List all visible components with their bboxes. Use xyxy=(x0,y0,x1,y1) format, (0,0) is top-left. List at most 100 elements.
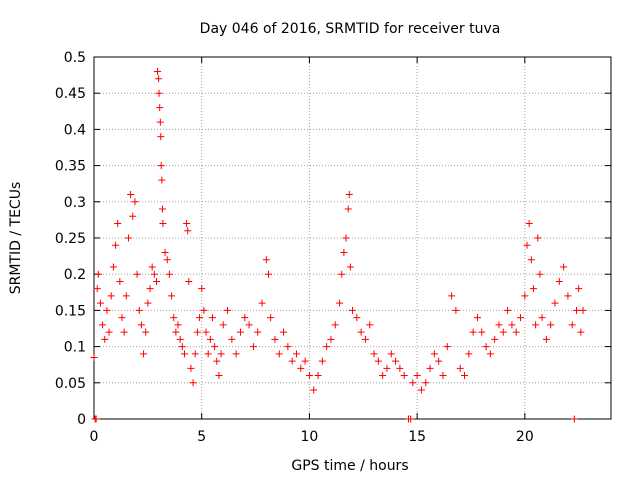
data-point xyxy=(137,321,145,329)
data-point xyxy=(538,314,546,322)
data-point xyxy=(478,328,486,336)
data-point xyxy=(185,277,193,285)
data-point xyxy=(146,285,154,293)
data-point xyxy=(241,314,249,322)
data-point xyxy=(109,263,117,271)
data-point xyxy=(495,321,503,329)
data-point xyxy=(532,321,540,329)
data-point xyxy=(499,328,507,336)
data-point xyxy=(155,75,163,83)
data-point xyxy=(523,241,531,249)
data-point xyxy=(284,343,292,351)
data-point xyxy=(208,314,216,322)
data-point xyxy=(92,415,100,423)
data-point xyxy=(271,335,279,343)
y-tick-label: 0.45 xyxy=(55,86,86,102)
data-point xyxy=(575,285,583,293)
data-point xyxy=(116,277,124,285)
data-point xyxy=(157,162,165,170)
data-point xyxy=(452,306,460,314)
data-point xyxy=(180,350,188,358)
x-tick-label: 20 xyxy=(516,429,534,445)
data-point xyxy=(184,227,192,235)
data-point xyxy=(568,321,576,329)
x-tick-label: 0 xyxy=(90,429,99,445)
data-point xyxy=(174,321,182,329)
data-point xyxy=(217,350,225,358)
data-point xyxy=(148,263,156,271)
y-tick-label: 0.05 xyxy=(55,376,86,392)
data-point xyxy=(383,364,391,372)
data-point xyxy=(346,263,354,271)
data-point xyxy=(112,241,120,249)
data-point xyxy=(570,415,578,423)
data-point xyxy=(165,270,173,278)
data-point xyxy=(267,314,275,322)
data-point xyxy=(536,270,544,278)
data-point xyxy=(264,270,272,278)
data-point xyxy=(135,306,143,314)
data-point xyxy=(131,198,139,206)
data-point xyxy=(577,328,585,336)
data-point xyxy=(262,256,270,264)
data-point xyxy=(142,328,150,336)
axis-ticks: 0 0.05 0.1 0.15 0.2 0.25 0.3 0.35 0.4 0.45 0.5 0 5 10… xyxy=(55,50,611,445)
data-point xyxy=(465,350,473,358)
y-tick-label: 0.15 xyxy=(55,303,86,319)
data-point xyxy=(94,270,102,278)
data-point xyxy=(178,343,186,351)
data-point xyxy=(342,234,350,242)
x-tick-label: 10 xyxy=(301,429,319,445)
data-point xyxy=(133,270,141,278)
data-point xyxy=(193,328,201,336)
data-point xyxy=(517,314,525,322)
data-point xyxy=(542,335,550,343)
data-point xyxy=(417,386,425,394)
data-point xyxy=(176,335,184,343)
x-axis-label: GPS time / hours xyxy=(291,458,408,474)
y-tick-label: 0.1 xyxy=(64,340,86,356)
data-point xyxy=(127,191,135,199)
y-tick-label: 0.25 xyxy=(55,231,86,247)
data-point xyxy=(305,372,313,380)
data-point xyxy=(426,364,434,372)
data-point xyxy=(156,118,164,126)
data-point xyxy=(215,372,223,380)
data-point xyxy=(232,350,240,358)
data-point xyxy=(370,350,378,358)
data-point xyxy=(288,357,296,365)
data-point xyxy=(396,364,404,372)
data-point xyxy=(183,220,191,228)
data-point xyxy=(400,372,408,380)
data-point xyxy=(409,379,417,387)
data-point xyxy=(90,353,98,361)
data-point xyxy=(456,364,464,372)
data-point xyxy=(228,335,236,343)
data-point xyxy=(245,321,253,329)
data-point xyxy=(527,256,535,264)
data-point xyxy=(301,357,309,365)
data-point xyxy=(140,350,148,358)
data-point xyxy=(357,328,365,336)
y-tick-label: 0 xyxy=(77,412,86,428)
data-point xyxy=(236,328,244,336)
data-point xyxy=(508,321,516,329)
data-point xyxy=(152,277,160,285)
x-tick-label: 5 xyxy=(197,429,206,445)
data-point xyxy=(93,285,101,293)
data-point xyxy=(258,299,266,307)
data-point xyxy=(374,357,382,365)
data-point xyxy=(327,335,335,343)
data-point xyxy=(163,256,171,264)
data-point xyxy=(189,379,197,387)
data-point xyxy=(344,205,352,213)
data-point xyxy=(213,357,221,365)
data-point xyxy=(204,350,212,358)
data-point xyxy=(422,379,430,387)
data-point xyxy=(202,328,210,336)
data-point xyxy=(353,314,361,322)
data-point xyxy=(172,328,180,336)
y-tick-label: 0.35 xyxy=(55,159,86,175)
